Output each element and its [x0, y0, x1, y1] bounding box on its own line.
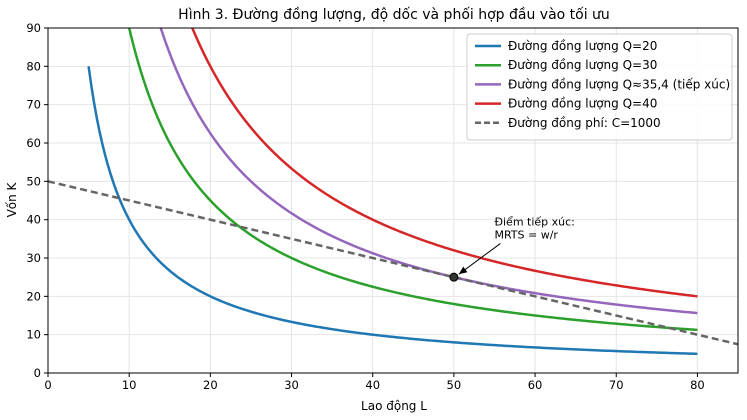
y-tick-label: 0	[34, 366, 41, 380]
chart-title: Hình 3. Đường đồng lượng, độ dốc và phối…	[178, 6, 610, 23]
legend-label: Đường đồng lượng Q≈35,4 (tiếp xúc)	[508, 77, 730, 91]
legend-box	[466, 33, 733, 141]
x-tick-label: 60	[528, 378, 543, 392]
legend: Đường đồng lượng Q=20 Đường đồng lượng Q=…	[466, 33, 733, 141]
y-tick-label: 40	[26, 213, 41, 227]
y-tick-label: 60	[26, 136, 41, 150]
legend-label: Đường đồng lượng Q=30	[508, 58, 657, 72]
series-line-5	[48, 180, 738, 346]
x-tick-label: 50	[447, 378, 462, 392]
x-tick-label: 10	[122, 378, 137, 392]
series-line-4	[190, 28, 698, 298]
x-tick-label: 80	[690, 378, 705, 392]
legend-label: Đường đồng lượng Q=20	[508, 39, 657, 53]
y-tick-label: 80	[26, 59, 41, 73]
y-tick-label: 50	[26, 174, 41, 188]
y-tick-label: 20	[26, 289, 41, 303]
x-tick-label: 70	[609, 378, 624, 392]
annotation-line-2: MRTS = w/r	[494, 228, 558, 241]
annotation-arrow	[458, 243, 501, 275]
ticks: 0 10 20 30 40 50 60 70 80 0 10 20 30 40 50 60 70 80 90	[26, 21, 704, 392]
x-tick-label: 20	[203, 378, 218, 392]
tangent-annotation: Điểm tiếp xúc:MRTS = w/r	[449, 215, 575, 282]
annotation-arrowhead	[458, 266, 468, 275]
series-line-1	[87, 66, 698, 356]
y-tick-label: 30	[26, 251, 41, 265]
y-axis-label: Vốn K	[5, 181, 19, 217]
legend-label: Đường đồng phí: C=1000	[508, 116, 661, 130]
x-tick-label: 40	[365, 378, 380, 392]
x-tick-label: 0	[44, 378, 51, 392]
x-tick-label: 30	[284, 378, 299, 392]
y-tick-label: 70	[26, 98, 41, 112]
series-line-2	[127, 28, 698, 332]
legend-label: Đường đồng lượng Q=40	[508, 97, 657, 111]
y-tick-label: 90	[26, 21, 41, 35]
annotation-line-1: Điểm tiếp xúc:	[494, 215, 574, 228]
x-axis-label: Lao động L	[361, 399, 427, 413]
grid	[47, 27, 738, 374]
y-tick-label: 10	[26, 328, 41, 342]
plot-area	[48, 28, 738, 356]
axes-frame	[47, 27, 739, 374]
tangent-point	[449, 272, 459, 282]
